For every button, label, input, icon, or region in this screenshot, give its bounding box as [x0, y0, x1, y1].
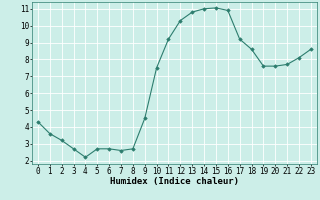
X-axis label: Humidex (Indice chaleur): Humidex (Indice chaleur) [110, 177, 239, 186]
